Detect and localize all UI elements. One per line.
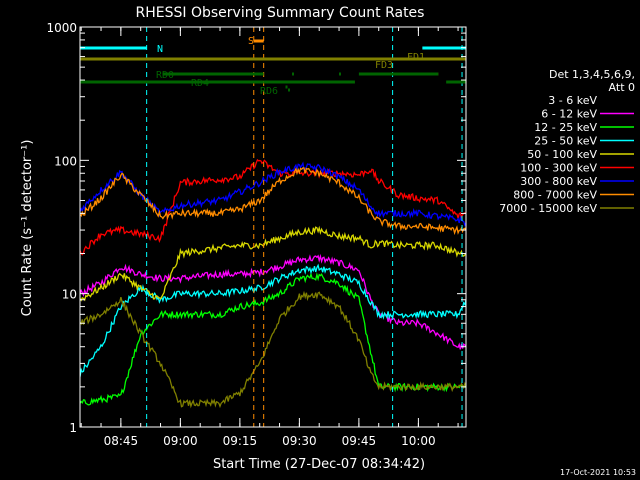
series-line-4 [80,263,466,377]
legend-entry-label-5: 50 - 100 keV [527,148,597,161]
flag-n-segment-2 [422,46,466,50]
y-axis-label: Count Rate (s⁻¹ detector⁻¹) [20,140,35,317]
x-tick-label-0900: 09:00 [163,434,198,448]
flag-label-rd4: RD4 [191,78,209,89]
legend-entry-label-9: 7000 - 15000 keV [499,202,597,215]
y-tick-label-100: 100 [54,154,77,168]
flag-rd0-segment-2 [358,72,439,76]
flag-rd4-segment-3 [446,80,466,84]
flag-label-fd1: FD1 [407,52,425,63]
plot-axes: 1 10 100 1000 08:45 09:00 09:15 09:30 09:45 10:00 [46,21,467,448]
series-line-5 [80,225,466,302]
flag-label-fd3: FD3 [375,60,393,71]
series-line-8 [80,166,466,236]
x-tick-label-0915: 09:15 [223,434,258,448]
flag-s-segment-1 [253,39,264,43]
flag-label-s: S [248,36,254,47]
legend-entry-label-1: 3 - 6 keV [548,94,597,107]
legend-header-line-1: Det 1,3,4,5,6,9, [549,68,635,81]
chart-title: RHESSI Observing Summary Count Rates [136,5,425,21]
legend-entry-label-3: 12 - 25 keV [534,121,597,134]
legend-entry-label-8: 800 - 7000 keV [513,189,597,202]
flag-rd4-segment-2 [263,80,355,84]
event-vertical-lines [146,27,463,427]
x-tick-label-0945: 09:45 [342,434,377,448]
legend-entry-label-6: 100 - 300 keV [520,162,597,175]
flag-rd-marker-2 [339,72,341,76]
flag-rd-marker-3 [288,88,290,92]
legend-entry-label-2: 6 - 12 keV [541,108,597,121]
flag-rd0-segment-1 [162,72,264,76]
flag-label-rd0: RD0 [156,70,174,81]
series-line-9 [80,290,466,409]
flag-bars: N S FD1 FD3 RD0 RD4 RD6 [80,36,466,97]
plot-frame [79,26,467,428]
series-line-2 [80,253,466,350]
y-tick-label-1000: 1000 [46,21,77,35]
flag-fd1-segment-1 [80,57,466,61]
legend-entry-label-7: 300 - 800 keV [520,175,597,188]
flag-n-segment-1 [80,46,147,50]
flag-label-n: N [157,44,163,55]
flag-label-rd6: RD6 [260,86,278,97]
x-tick-label-1000: 10:00 [401,434,436,448]
x-tick-label-0930: 09:30 [282,434,317,448]
y-tick-label-1: 1 [69,421,77,435]
flag-rd6-segment-1 [285,85,288,89]
legend-entry-label-4: 25 - 50 keV [534,135,597,148]
flag-rd4-segment-1 [80,80,264,84]
series-line-6 [80,158,466,256]
x-tick-label-0845: 08:45 [104,434,139,448]
series-layer [80,158,466,409]
timestamp: 17-Oct-2021 10:53 [560,468,636,477]
y-tick-label-10: 10 [62,288,77,302]
legend-header-line-2: Att 0 [609,81,635,94]
x-axis-label: Start Time (27-Dec-07 08:34:42) [213,457,425,472]
flag-rd-marker-1 [292,72,294,76]
